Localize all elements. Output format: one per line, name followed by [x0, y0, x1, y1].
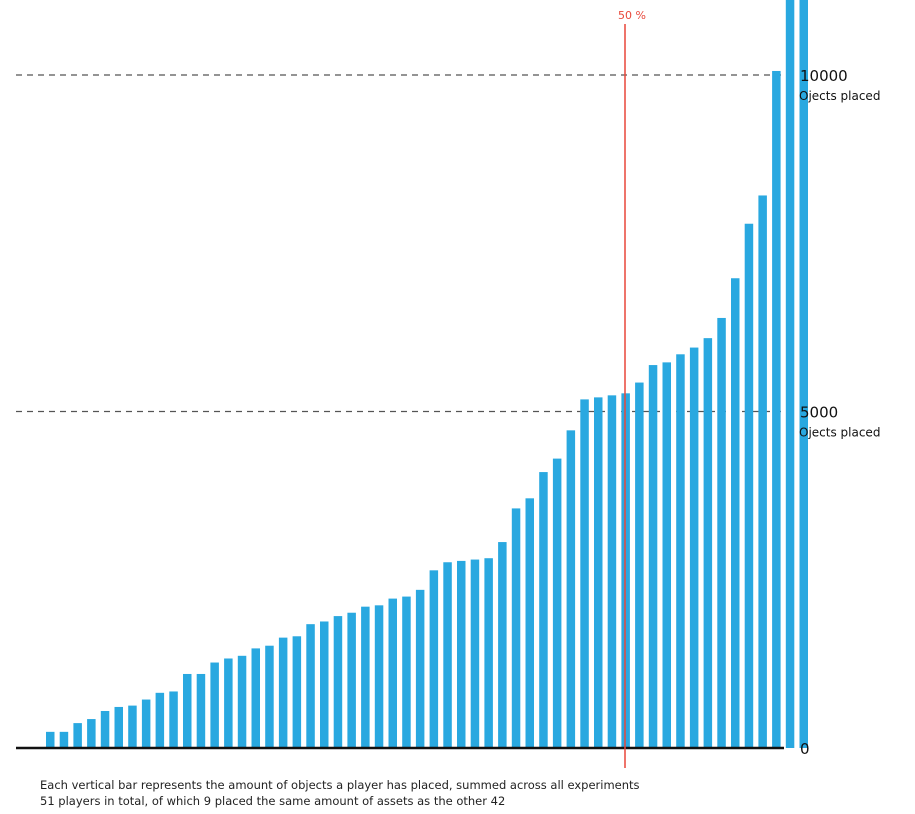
bar-34 [498, 542, 507, 748]
bar-33 [484, 558, 493, 748]
bars [46, 0, 808, 749]
bar-7 [128, 705, 137, 748]
bar-39 [566, 430, 576, 748]
bar-35 [511, 508, 521, 748]
bar-50 [717, 317, 726, 748]
bar-8 [141, 699, 151, 748]
bar-10 [169, 691, 178, 748]
bar-31 [457, 560, 466, 748]
bar-55 [785, 0, 795, 748]
bar-26 [388, 598, 397, 748]
bar-51 [731, 278, 740, 748]
bar-13 [210, 662, 219, 748]
bar-42 [607, 395, 617, 748]
bar-12 [196, 673, 206, 748]
bar-15 [237, 655, 247, 748]
bar-36 [525, 498, 534, 748]
bar-54 [772, 70, 781, 749]
bar-52 [744, 223, 754, 748]
bar-22 [333, 616, 343, 748]
bar-27 [402, 596, 411, 748]
bar-25 [374, 605, 384, 748]
bar-19 [292, 636, 302, 748]
bar-53 [758, 195, 767, 749]
bar-29 [429, 570, 439, 748]
bar-41 [594, 397, 603, 748]
chart-caption: Each vertical bar represents the amount … [40, 777, 640, 809]
bar-17 [265, 645, 274, 748]
bar-16 [251, 648, 260, 748]
y-tick-label-5000: 5000 [800, 404, 838, 422]
caption-line-1: Each vertical bar represents the amount … [40, 778, 640, 792]
bar-45 [648, 365, 658, 748]
y-tick-label-0: 0 [800, 740, 810, 758]
bar-14 [224, 658, 233, 748]
bar-9 [155, 692, 165, 748]
bar-24 [361, 606, 370, 748]
median-marker-label: 50 % [618, 9, 646, 22]
bar-40 [580, 399, 589, 748]
bar-18 [278, 637, 288, 748]
bar-6 [114, 706, 123, 748]
caption-line-2: 51 players in total, of which 9 placed t… [40, 794, 506, 808]
bar-1 [46, 731, 55, 748]
bar-44 [635, 382, 644, 748]
bar-38 [552, 458, 562, 748]
y-tick-unit-10000: Ojects placed [799, 89, 880, 103]
y-tick-labels: 10000 Ojects placed 5000 Ojects placed 0 [799, 67, 880, 758]
bar-3 [73, 723, 82, 748]
bar-28 [415, 589, 425, 748]
bar-chart: 50 % 10000 Ojects placed 5000 Ojects placed… [16, 0, 880, 768]
y-tick-label-10000: 10000 [800, 67, 848, 85]
bar-23 [347, 612, 356, 748]
bar-2 [59, 731, 69, 748]
bar-11 [183, 673, 192, 748]
bar-4 [87, 719, 96, 748]
bar-49 [703, 338, 713, 748]
bar-5 [100, 710, 110, 748]
bar-48 [689, 347, 699, 748]
gridlines [16, 74, 792, 413]
bar-21 [320, 621, 329, 748]
bar-32 [470, 559, 480, 748]
bar-37 [539, 472, 548, 748]
bar-46 [662, 362, 671, 748]
bar-56 [799, 0, 808, 748]
bar-47 [676, 354, 685, 748]
y-tick-unit-5000: Ojects placed [799, 426, 880, 440]
bar-20 [306, 624, 315, 748]
bar-30 [443, 562, 452, 748]
